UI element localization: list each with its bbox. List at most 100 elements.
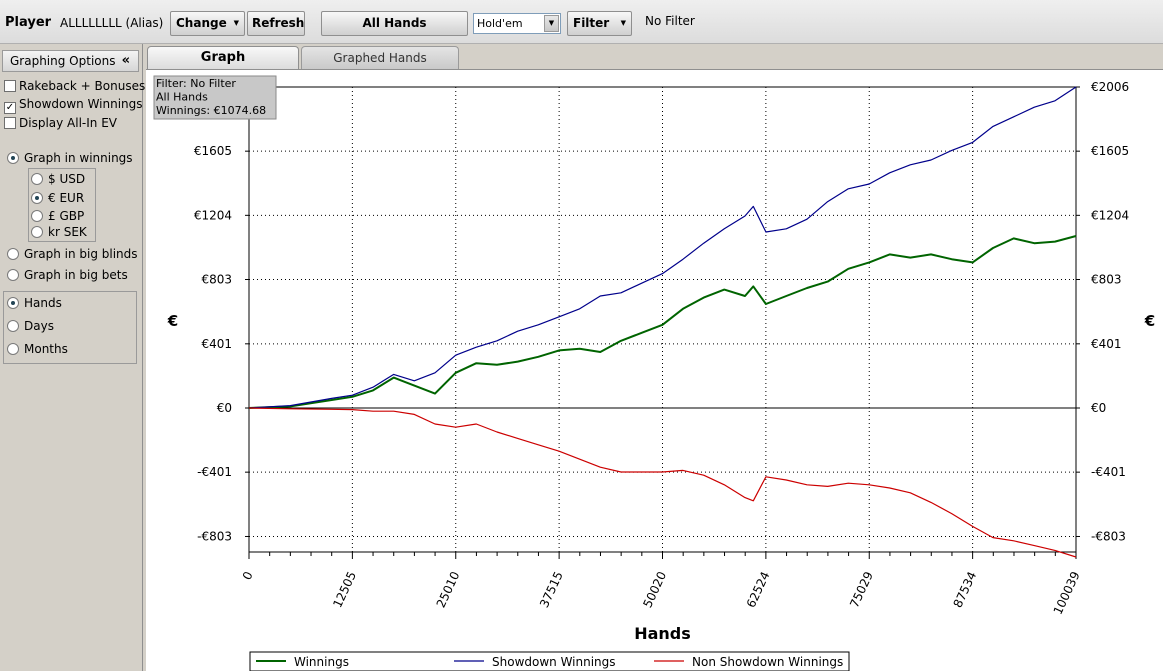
- currency-group: [28, 168, 96, 242]
- y-tick-label-right: -€803: [1091, 529, 1126, 543]
- option-showdown-winnings[interactable]: ✓ Showdown Winnings: [4, 95, 143, 114]
- radio-icon[interactable]: [7, 320, 19, 332]
- option-label: Display All-In EV: [19, 116, 118, 130]
- dropdown-arrow-icon: ▼: [620, 19, 626, 27]
- y-tick-label: €401: [201, 337, 232, 351]
- graphing-options-header[interactable]: Graphing Options «: [2, 50, 139, 72]
- y-tick-label: €1204: [194, 208, 232, 222]
- radio-icon[interactable]: [31, 226, 43, 238]
- info-box-line: Filter: No Filter: [156, 77, 236, 90]
- graphing-options-title: Graphing Options: [10, 54, 116, 68]
- unit-days[interactable]: Days: [7, 317, 54, 335]
- player-name: ALLLLLLLL (Alias): [60, 16, 164, 30]
- refresh-button[interactable]: Refresh: [247, 11, 305, 36]
- currency-label: kr SEK: [48, 225, 87, 239]
- y-tick-label-right: €1204: [1091, 208, 1129, 222]
- x-tick-label: 37515: [537, 569, 566, 610]
- info-box: [153, 75, 277, 120]
- currency-label: € EUR: [48, 191, 85, 205]
- player-label: Player: [5, 15, 52, 30]
- y-tick-label: -€401: [197, 465, 232, 479]
- currency-gbp[interactable]: £ GBP: [31, 207, 84, 225]
- radio-selected-icon[interactable]: [31, 192, 43, 204]
- checkbox-icon[interactable]: [4, 80, 16, 92]
- series-line: [248, 235, 1077, 409]
- mode-label: Graph in winnings: [24, 151, 133, 165]
- x-tick-label: 75029: [847, 569, 876, 610]
- mode-label: Graph in big bets: [24, 268, 128, 282]
- y-axis-title: €: [167, 312, 178, 330]
- checkbox-icon[interactable]: [4, 117, 16, 129]
- mode-label: Graph in big blinds: [24, 247, 138, 261]
- dropdown-arrow-icon: ▼: [233, 19, 239, 27]
- y-axis-title-right: €: [1144, 312, 1155, 330]
- unit-months[interactable]: Months: [7, 340, 68, 358]
- chart-area: -€803 -€803 -€401 -€401 €0 €0 €401 €401 €803 €803…: [146, 69, 1163, 671]
- mode-big-blinds[interactable]: Graph in big blinds: [7, 245, 138, 263]
- y-tick-label: -€803: [197, 529, 232, 543]
- change-button[interactable]: Change ▼: [170, 11, 245, 36]
- filter-button-label: Filter: [573, 16, 610, 30]
- collapse-icon[interactable]: «: [121, 53, 130, 68]
- info-box-line: Winnings: €1074.68: [156, 104, 266, 117]
- series-line: [248, 407, 1077, 558]
- radio-icon[interactable]: [7, 343, 19, 355]
- option-all-in-ev[interactable]: Display All-In EV: [4, 114, 117, 132]
- filter-status: No Filter: [645, 14, 695, 28]
- option-rakeback[interactable]: Rakeback + Bonuses: [4, 77, 145, 95]
- unit-label: Months: [24, 342, 68, 356]
- mode-winnings[interactable]: Graph in winnings: [7, 149, 133, 167]
- radio-icon[interactable]: [7, 269, 19, 281]
- x-axis-title: Hands: [634, 624, 691, 643]
- x-tick-label: 25010: [434, 569, 463, 610]
- radio-selected-icon[interactable]: [7, 297, 19, 309]
- radio-icon[interactable]: [31, 210, 43, 222]
- x-tick-label: 0: [240, 569, 256, 582]
- x-tick-label: 87534: [951, 569, 980, 610]
- y-tick-label: €1605: [194, 144, 232, 158]
- y-tick-label-right: €0: [1091, 401, 1106, 415]
- game-select-value: Hold'em: [477, 17, 523, 30]
- y-tick-label-right: €1605: [1091, 144, 1129, 158]
- currency-label: £ GBP: [48, 209, 85, 223]
- currency-label: $ USD: [48, 172, 86, 186]
- x-tick-label: 62524: [744, 569, 773, 610]
- winnings-chart: -€803 -€803 -€401 -€401 €0 €0 €401 €401 €803 €803…: [153, 75, 1155, 671]
- x-tick-label: 50020: [640, 569, 669, 610]
- tab-graph[interactable]: Graph: [147, 46, 299, 69]
- currency-sek[interactable]: kr SEK: [31, 223, 87, 241]
- y-tick-label: €0: [217, 401, 232, 415]
- game-select[interactable]: Hold'em ▼: [473, 13, 561, 34]
- radio-selected-icon[interactable]: [7, 152, 19, 164]
- mode-big-bets[interactable]: Graph in big bets: [7, 266, 128, 284]
- unit-group: [3, 291, 137, 364]
- unit-hands[interactable]: Hands: [7, 294, 62, 312]
- option-label: Rakeback + Bonuses: [19, 79, 146, 93]
- radio-icon[interactable]: [31, 173, 43, 185]
- change-button-label: Change: [176, 16, 227, 30]
- graphing-options-panel: Graphing Options « Rakeback + Bonuses ✓ Sh…: [0, 44, 145, 671]
- currency-usd[interactable]: $ USD: [31, 170, 85, 188]
- radio-icon[interactable]: [7, 248, 19, 260]
- y-tick-label-right: €803: [1091, 272, 1122, 286]
- y-tick-label: €803: [201, 272, 232, 286]
- select-arrow-icon[interactable]: ▼: [544, 15, 559, 32]
- x-tick-label: 100039: [1051, 569, 1083, 616]
- series-line: [248, 86, 1077, 409]
- currency-eur[interactable]: € EUR: [31, 189, 84, 207]
- unit-label: Hands: [24, 296, 62, 310]
- y-tick-label-right: -€401: [1091, 465, 1126, 479]
- x-tick-label: 12505: [330, 569, 359, 610]
- all-hands-button[interactable]: All Hands: [321, 11, 468, 36]
- filter-button[interactable]: Filter ▼: [567, 11, 632, 36]
- legend-label: Non Showdown Winnings: [692, 655, 843, 669]
- y-tick-label-right: €401: [1091, 337, 1122, 351]
- unit-label: Days: [24, 319, 54, 333]
- info-box-line: All Hands: [156, 91, 208, 104]
- option-label: Showdown Winnings: [19, 97, 143, 111]
- legend-label: Showdown Winnings: [492, 655, 616, 669]
- legend-box: [249, 651, 850, 671]
- checkbox-checked-icon[interactable]: ✓: [4, 102, 16, 114]
- tab-bar: Graph Graphed Hands: [143, 44, 1163, 70]
- tab-graphed-hands[interactable]: Graphed Hands: [301, 46, 459, 69]
